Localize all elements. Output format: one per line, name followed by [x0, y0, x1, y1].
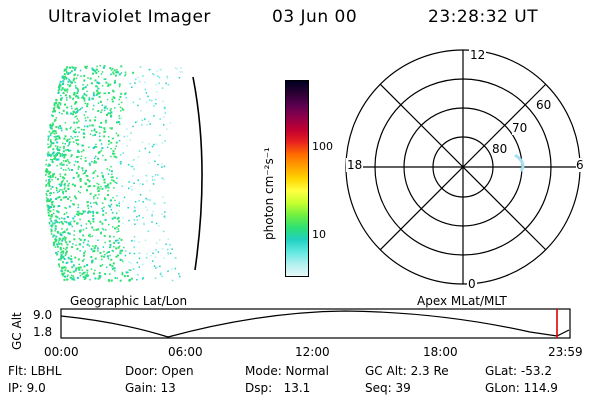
aurora-speckle: [45, 65, 184, 282]
colorbar: [285, 80, 309, 277]
colorbar-tick-100: 100: [312, 140, 333, 153]
altitude-ytick-9: 9.0: [33, 308, 53, 322]
lat-label-70: 70: [512, 121, 528, 135]
lat-label-60: 60: [536, 98, 552, 112]
info-glat: GLat: -53.2: [485, 364, 552, 378]
date-label: 03 Jun 00: [272, 7, 358, 27]
terminator-line: [192, 76, 203, 271]
instrument-title: Ultraviolet Imager: [48, 7, 211, 27]
altitude-ylabel: GC Alt: [10, 312, 24, 350]
time-label: 23:28:32 UT: [428, 7, 539, 27]
altitude-xtick-1800: 18:00: [423, 345, 458, 359]
altitude-xtick-0000: 00:00: [44, 345, 79, 359]
info-gcalt: GC Alt: 2.3 Re: [365, 364, 449, 378]
lat-label-80: 80: [492, 142, 508, 156]
colorbar-unit-label: photon cm⁻²s⁻¹: [262, 147, 276, 240]
geographic-image: [45, 65, 203, 282]
altitude-curve: [60, 310, 570, 338]
info-ip: IP: 9.0: [8, 381, 46, 395]
info-door: Door: Open: [125, 364, 194, 378]
altitude-ytick-1.8: 1.8: [33, 325, 53, 339]
info-glon: GLon: 114.9: [485, 381, 558, 395]
info-seq: Seq: 39: [365, 381, 411, 395]
altitude-xtick-2359: 23:59: [548, 345, 583, 359]
colorbar-tick-10: 10: [312, 228, 326, 241]
polar-plot: [345, 49, 581, 285]
info-mode: Mode: Normal: [245, 364, 329, 378]
mlt-label-6: 6: [576, 158, 584, 172]
altitude-plot-frame: [60, 308, 571, 339]
info-flt: Flt: LBHL: [8, 364, 62, 378]
mlt-label-0: 0: [467, 277, 477, 291]
mlt-label-18: 18: [346, 158, 364, 172]
mlt-label-12: 12: [469, 48, 487, 62]
altitude-plot: [60, 308, 571, 339]
aurora-patch: [514, 153, 525, 172]
altitude-xtick-1200: 12:00: [295, 345, 330, 359]
info-dsp: Dsp: 13.1: [245, 381, 311, 395]
geographic-panel-label: Geographic Lat/Lon: [70, 294, 188, 308]
altitude-xtick-0600: 06:00: [168, 345, 203, 359]
apex-panel-label: Apex MLat/MLT: [417, 294, 507, 308]
info-gain: Gain: 13: [125, 381, 176, 395]
